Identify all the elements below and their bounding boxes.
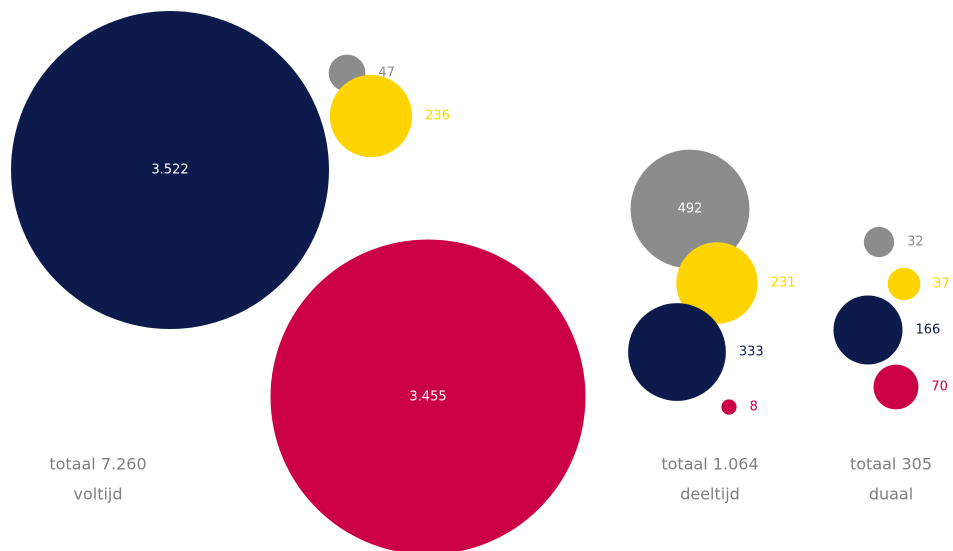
total-label-voltijd: totaal 7.260: [49, 455, 146, 474]
voltijd-bubble-yellow: [329, 74, 413, 158]
deeltijd-bubble-crimson: [721, 399, 737, 415]
duaal-bubble-navy: [833, 295, 903, 365]
voltijd-bubble-crimson: [270, 239, 586, 551]
deeltijd-bubble-yellow: [676, 242, 758, 324]
duaal-bubble-gray: [863, 226, 895, 258]
deeltijd-value-label-navy: 333: [739, 345, 764, 360]
deeltijd-value-label-gray: 492: [678, 202, 703, 217]
group-name-label-deeltijd: deeltijd: [680, 485, 740, 504]
group-duaal: 32 37 166 70 totaal 305 duaal: [833, 226, 950, 504]
duaal-bubble-yellow: [887, 267, 921, 301]
duaal-value-label-gray: 32: [907, 235, 924, 250]
voltijd-value-label-yellow: 236: [425, 109, 450, 124]
deeltijd-bubble-navy: [628, 303, 726, 401]
group-name-label-voltijd: voltijd: [73, 485, 122, 504]
voltijd-bubble-navy: [11, 11, 329, 329]
deeltijd-bubble-gray: [630, 149, 750, 269]
total-label-duaal: totaal 305: [850, 455, 932, 474]
group-name-label-duaal: duaal: [869, 485, 913, 504]
total-label-deeltijd: totaal 1.064: [661, 455, 758, 474]
duaal-value-label-yellow: 37: [933, 277, 950, 292]
voltijd-value-label-navy: 3.522: [151, 163, 188, 178]
group-deeltijd: 492 231 333 8 totaal 1.064 deeltijd: [628, 149, 796, 504]
duaal-value-label-crimson: 70: [931, 380, 948, 395]
deeltijd-value-label-yellow: 231: [771, 276, 796, 291]
duaal-value-label-navy: 166: [916, 323, 941, 338]
voltijd-value-label-crimson: 3.455: [409, 390, 446, 405]
duaal-bubble-crimson: [873, 364, 919, 410]
deeltijd-value-label-crimson: 8: [750, 400, 758, 415]
